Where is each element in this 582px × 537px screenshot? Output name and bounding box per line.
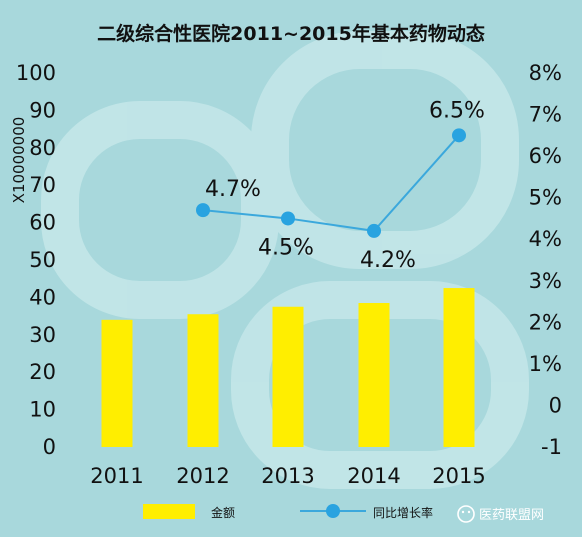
bar-2012 [187,314,219,447]
growth-point-2013 [281,211,295,226]
growth-point-2014 [367,223,381,238]
left-tick-label: 40 [29,285,56,309]
bar-2015 [443,288,475,447]
left-tick-label: 50 [29,248,56,272]
x-tick-label: 2012 [176,464,229,488]
left-tick-label: 0 [43,435,56,459]
bar-2013 [272,306,304,447]
left-tick-label: 70 [29,173,56,197]
x-tick-label: 2013 [261,464,314,488]
watermark-text: 医药联盟网 [479,508,544,523]
x-axis-ticks: 2011 2012 2013 2014 2015 [90,464,485,488]
legend-line-marker [326,504,340,518]
left-tick-label: 20 [29,360,56,384]
bar-2011 [101,319,133,447]
background-decoration [41,31,529,489]
legend-line-label: 同比增长率 [373,505,433,520]
right-tick-label: 0 [549,393,562,417]
y-axis-label: X10000000 [10,117,28,204]
left-tick-label: 30 [29,323,56,347]
left-tick-label: 80 [29,136,56,160]
growth-line [202,134,460,232]
legend-bar-swatch [143,504,195,519]
left-tick-label: 60 [29,211,56,235]
growth-label-2014: 4.2% [360,248,416,273]
left-tick-label: 90 [29,98,56,122]
right-axis-ticks: -1 0 1% 2% 3% 4% 5% 6% 7% 8% [529,61,562,459]
bar-2014 [358,303,390,447]
growth-label-2015: 6.5% [429,98,485,123]
right-tick-label: 2% [529,310,562,334]
wechat-icon [457,505,475,523]
right-tick-label: 5% [529,186,562,210]
growth-point-2012 [196,203,210,218]
right-tick-label: 6% [529,144,562,168]
right-tick-label: 8% [529,61,562,85]
right-tick-label: 4% [529,227,562,251]
growth-label-2012: 4.7% [205,177,261,202]
chart-title: 二级综合性医院2011~2015年基本药物动态 [97,22,485,45]
legend-bar-label: 金额 [211,505,235,520]
right-tick-label: 1% [529,352,562,376]
x-tick-label: 2014 [347,464,400,488]
right-tick-label: -1 [541,435,562,459]
x-tick-label: 2011 [90,464,143,488]
legend: 金额 同比增长率 [143,504,433,520]
left-tick-label: 10 [29,398,56,422]
x-tick-label: 2015 [432,464,485,488]
right-tick-label: 7% [529,103,562,127]
bar-series [101,288,475,447]
left-tick-label: 100 [16,61,56,85]
growth-point-2015 [452,128,466,143]
line-series: 4.7% 4.5% 4.2% 6.5% [196,98,485,273]
watermark: 医药联盟网 [457,505,544,523]
growth-label-2013: 4.5% [258,235,314,260]
right-tick-label: 3% [529,269,562,293]
left-axis-ticks: 0 10 20 30 40 50 60 70 80 90 100 [16,61,56,459]
